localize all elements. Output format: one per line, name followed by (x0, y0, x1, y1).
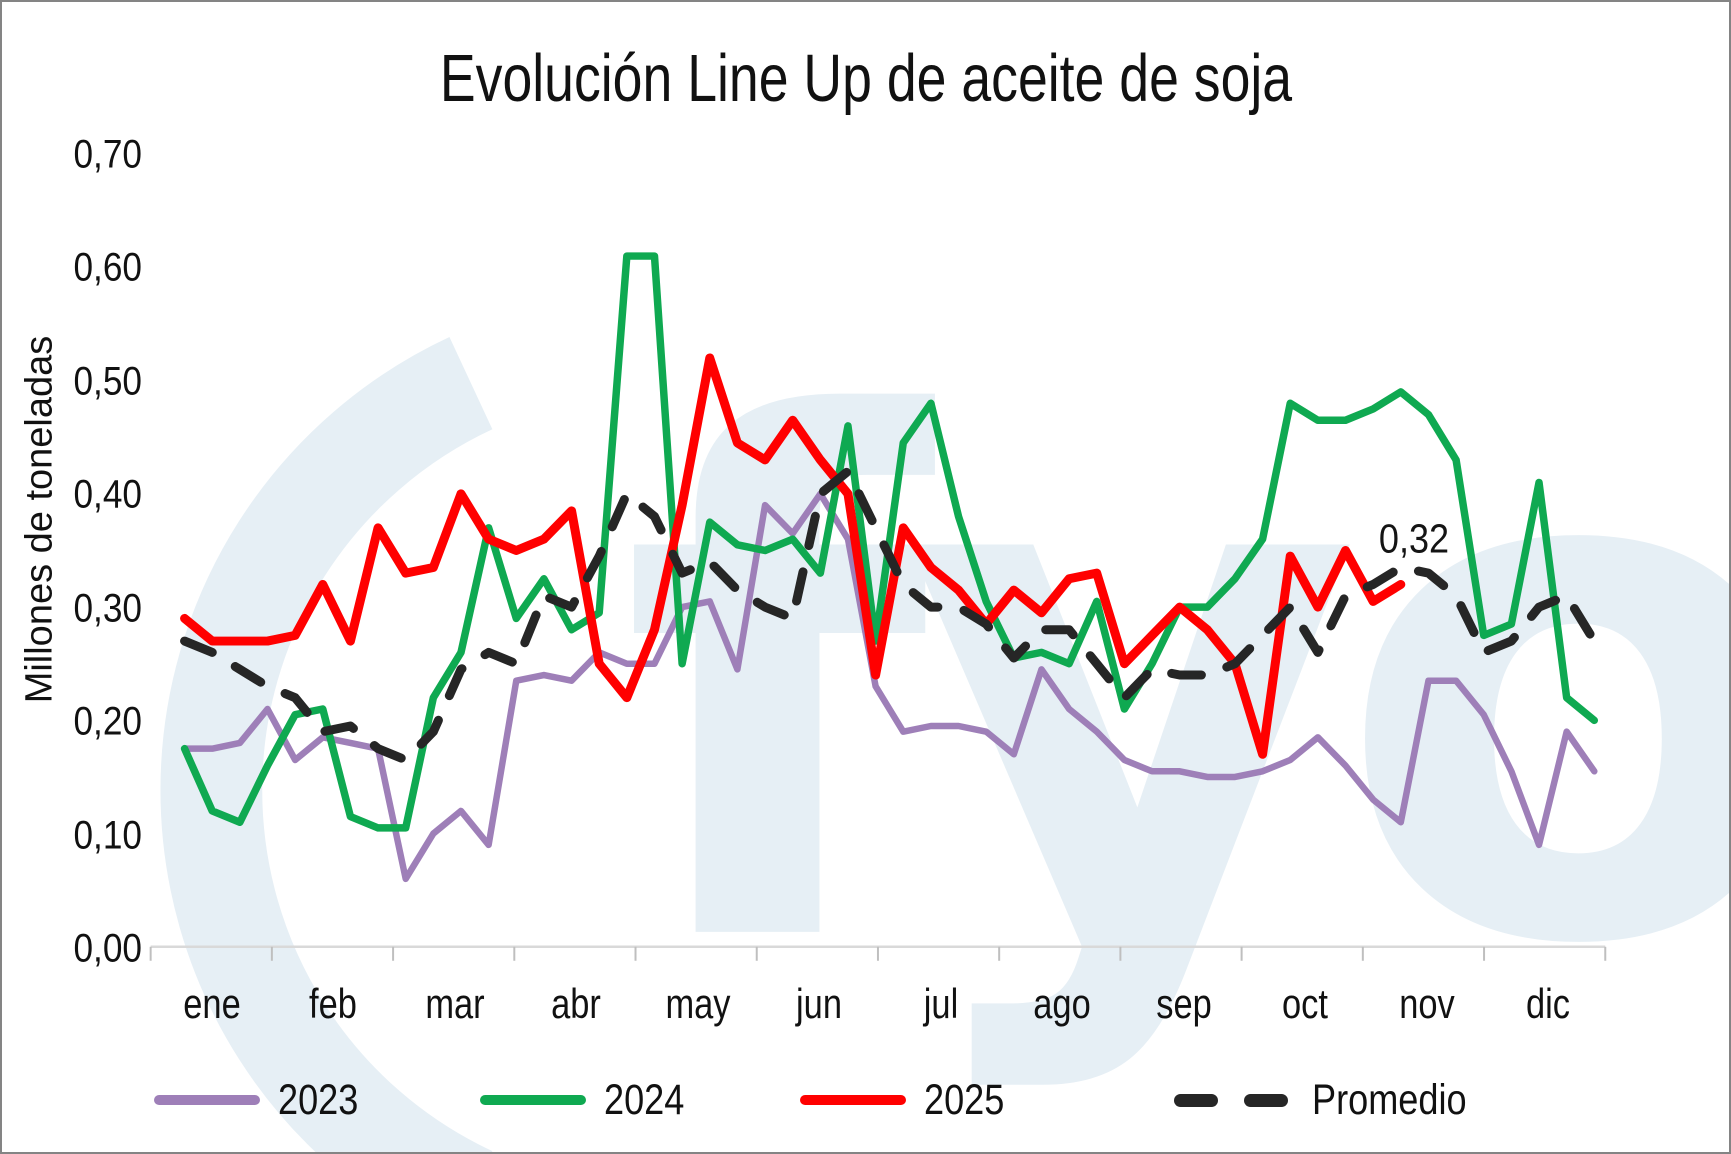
y-axis-tick-label: 0,40 (73, 472, 142, 517)
x-axis-month-label: abr (551, 980, 602, 1027)
legend-swatch-2025 (800, 1095, 906, 1105)
legend: 2023 2024 2025 Promedio (2, 1072, 1729, 1128)
legend-item-2025: 2025 (800, 1072, 1020, 1128)
x-axis-month-label: jun (796, 980, 843, 1027)
watermark-arc-icon (160, 337, 493, 1152)
x-axis-month-label: nov (1398, 980, 1455, 1027)
promedio-dash-icon (1244, 1093, 1288, 1107)
series-line-2023 (181, 490, 1598, 883)
legend-label-promedio: Promedio (1312, 1075, 1467, 1124)
watermark-text: fyo (621, 275, 1729, 1100)
legend-label-2023: 2023 (278, 1075, 359, 1124)
legend-item-2023: 2023 (154, 1072, 374, 1128)
y-axis-tick-label: 0,50 (73, 359, 142, 403)
y-axis-tick-label: 0,30 (73, 586, 142, 630)
x-axis-month-label: may (665, 980, 731, 1027)
x-axis-month-label: ene (183, 980, 241, 1027)
legend-label-2024: 2024 (604, 1075, 685, 1124)
promedio-dash-icon (1174, 1093, 1218, 1107)
legend-swatch-2024 (480, 1095, 586, 1105)
legend-item-2024: 2024 (480, 1072, 700, 1128)
y-axis-tick-label: 0,60 (73, 245, 142, 290)
chart-title: Evolución Line Up de aceite de soja (439, 41, 1292, 116)
y-axis-tick-label: 0,00 (73, 926, 142, 971)
fyo-watermark: fyo (160, 275, 1729, 1152)
legend-label-2025: 2025 (924, 1075, 1005, 1124)
legend-swatch-2023 (154, 1095, 260, 1105)
x-axis-month-label: feb (309, 980, 358, 1027)
x-axis-month-label: ago (1033, 980, 1091, 1027)
legend-swatch-promedio (1174, 1093, 1294, 1107)
x-axis-month-label: sep (1155, 980, 1212, 1027)
series-line-2024 (180, 252, 1599, 832)
y-axis-tick-label: 0,70 (73, 132, 142, 176)
legend-item-promedio: Promedio (1174, 1072, 1496, 1128)
y-axis-tick-label: 0,20 (73, 699, 142, 744)
series-line-promedio (180, 466, 1599, 765)
x-axis-month-label: oct (1282, 980, 1329, 1027)
x-axis-month-label: dic (1526, 980, 1571, 1027)
x-axis-month-label: mar (425, 980, 485, 1027)
series-line-2025 (180, 353, 1406, 759)
x-axis-month-label: jul (923, 980, 958, 1027)
y-axis-tick-label: 0,10 (73, 813, 142, 857)
data-label-2025-last-value: 0,32 (1378, 515, 1450, 562)
